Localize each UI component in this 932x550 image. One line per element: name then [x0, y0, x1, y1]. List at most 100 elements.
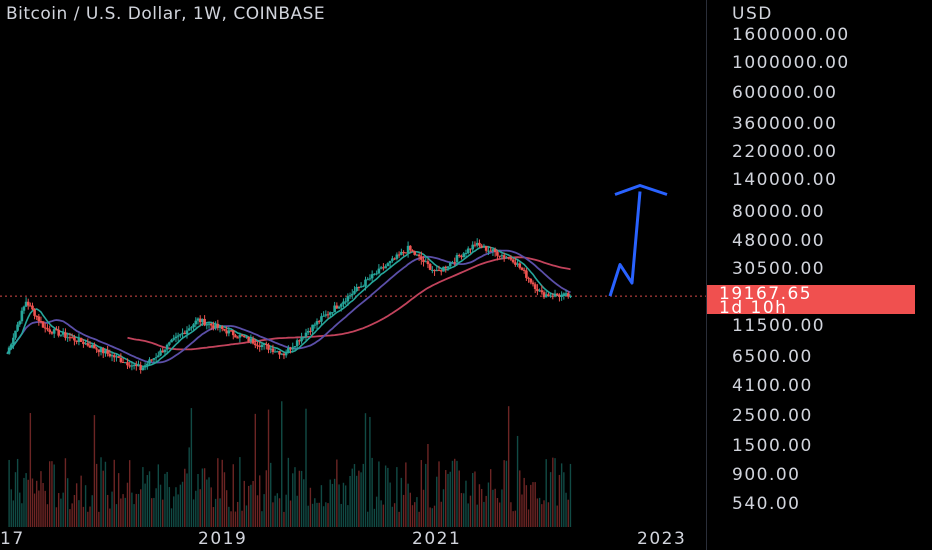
volume-bar — [309, 487, 312, 527]
volume-bar — [552, 457, 554, 527]
candle-body — [249, 338, 253, 342]
candle-body — [55, 329, 58, 331]
volume-bar — [276, 493, 279, 527]
candle-body — [196, 318, 200, 321]
candle-body — [242, 336, 246, 338]
volume-bar — [36, 480, 38, 527]
candle-body — [342, 301, 345, 305]
candle-body — [359, 286, 363, 288]
volume-bar — [560, 463, 563, 527]
time-label: 2023 — [637, 529, 687, 549]
candle-body — [409, 245, 412, 251]
candle-body — [357, 286, 361, 288]
candle-body — [236, 337, 239, 339]
volume-bar — [418, 511, 420, 527]
candle-body — [121, 361, 125, 363]
volume-bar — [164, 473, 166, 527]
candle-body — [469, 248, 472, 250]
volume-bar — [128, 460, 131, 527]
volume-bar — [250, 484, 252, 527]
candle-body — [339, 304, 343, 307]
candle-body — [174, 336, 178, 339]
candle-body — [117, 356, 120, 358]
volume-bar — [151, 498, 153, 527]
candle-body — [511, 259, 515, 263]
candle-body — [326, 314, 330, 316]
candle-body — [293, 346, 297, 348]
candle-body — [245, 336, 248, 338]
candle-body — [417, 254, 421, 257]
volume-bar — [93, 415, 96, 527]
candle-body — [547, 294, 550, 297]
volume-bar — [283, 511, 285, 527]
candle-body — [280, 353, 284, 355]
candle-body — [540, 290, 544, 293]
candle-body — [507, 257, 510, 259]
candle-body — [190, 327, 193, 329]
price-chart[interactable] — [0, 0, 706, 550]
volume-bar — [307, 505, 309, 527]
candle-body — [448, 262, 452, 267]
volume-bar — [109, 508, 111, 527]
candle-body — [90, 344, 94, 348]
candle-body — [271, 348, 275, 353]
volume-bar — [175, 487, 177, 527]
candle-body — [388, 260, 392, 264]
volume-bar — [387, 467, 389, 527]
candle-body — [397, 254, 401, 256]
volume-bar — [10, 489, 12, 527]
candle-body — [538, 290, 541, 292]
candle-body — [382, 267, 385, 269]
candle-body — [344, 301, 347, 303]
volume-bar — [541, 504, 543, 527]
volume-bar — [217, 458, 219, 527]
candle-body — [48, 329, 51, 333]
candle-body — [267, 344, 270, 350]
candle-body — [218, 326, 222, 328]
volume-bar — [192, 499, 195, 527]
candle-body — [558, 295, 561, 298]
candle-body — [258, 345, 262, 348]
volume-bar — [503, 460, 505, 527]
volume-bar — [465, 480, 467, 527]
volume-bar — [89, 506, 91, 527]
price-tick: 1600000.00 — [732, 25, 850, 45]
volume-bar — [393, 503, 396, 527]
candle-body — [126, 362, 129, 366]
price-tick: 30500.00 — [732, 259, 826, 279]
volume-bar — [21, 503, 23, 527]
candle-body — [66, 337, 69, 339]
volume-bar — [289, 500, 292, 527]
candle-body — [18, 321, 22, 325]
volume-bar — [263, 494, 265, 527]
price-axis[interactable]: USD 1600000.00 1000000.00 600000.00 3600… — [706, 0, 932, 550]
time-label: 17 — [0, 529, 25, 549]
chart-title: Bitcoin / U.S. Dollar, 1W, COINBASE — [6, 4, 326, 24]
volume-bar — [375, 496, 378, 527]
volume-bar — [117, 473, 120, 527]
volume-bar — [436, 476, 438, 527]
candle-body — [220, 326, 224, 329]
volume-bar — [405, 462, 407, 527]
volume-bar — [294, 467, 296, 527]
volume-bar — [135, 493, 137, 527]
candle-body — [348, 295, 352, 297]
candle-body — [457, 255, 461, 257]
volume-bar — [351, 468, 353, 527]
chart-area[interactable]: Bitcoin / U.S. Dollar, 1W, COINBASE 17 2… — [0, 0, 706, 550]
volume-bar — [530, 484, 532, 527]
candle-body — [97, 349, 101, 353]
volume-bar — [538, 497, 541, 527]
candle-body — [562, 293, 566, 295]
candle-body — [453, 262, 457, 264]
volume-bar — [369, 416, 371, 527]
volume-bar — [349, 475, 351, 527]
candle-body — [139, 365, 142, 371]
candle-body — [324, 314, 328, 316]
candle-body — [373, 273, 376, 275]
volume-bar — [525, 485, 528, 527]
candle-body — [278, 351, 281, 355]
volume-bar — [469, 495, 472, 527]
volume-bar — [126, 482, 129, 527]
candle-body — [12, 337, 15, 345]
